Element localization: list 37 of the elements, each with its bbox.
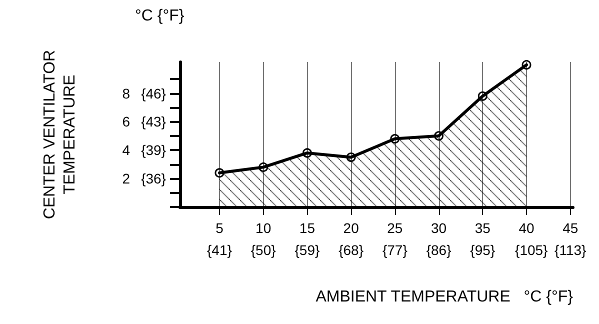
y-tick-label: 2 bbox=[122, 170, 130, 187]
x-tick-label: 5 bbox=[216, 220, 224, 236]
point bbox=[302, 148, 312, 158]
y2-tick-label: {46} bbox=[141, 85, 166, 102]
x-tick-label: 15 bbox=[299, 220, 316, 236]
x-tick-label: 25 bbox=[387, 220, 403, 236]
x-tick-label: 40 bbox=[518, 220, 535, 236]
point bbox=[346, 152, 356, 162]
y-tick-label: 6 bbox=[122, 114, 130, 130]
y2-tick-label: {36} bbox=[141, 170, 166, 187]
x2-tick-label: {105} bbox=[515, 242, 548, 258]
x2-tick-label: {95} bbox=[470, 242, 496, 258]
x2-tick-label: {68} bbox=[338, 242, 364, 258]
y-axis-title: CENTER VENTILATOR TEMPERATURE bbox=[42, 50, 78, 220]
x-tick-label: 10 bbox=[256, 220, 272, 236]
x2-tick-label: {77} bbox=[382, 242, 408, 258]
point bbox=[390, 134, 400, 144]
y-tick-label: 8 bbox=[122, 85, 130, 102]
y2-tick-label: {43} bbox=[141, 114, 166, 130]
point bbox=[214, 168, 224, 178]
x2-tick-label: {113} bbox=[554, 242, 587, 258]
x2-tick-label: {59} bbox=[294, 242, 320, 258]
text: °C {°F} bbox=[135, 8, 185, 24]
y2-tick-label: {39} bbox=[141, 142, 166, 158]
point bbox=[522, 60, 532, 70]
x2-tick-label: {86} bbox=[426, 242, 452, 258]
point bbox=[478, 91, 488, 101]
x-tick-label: 35 bbox=[474, 220, 491, 236]
x-tick-label: 30 bbox=[430, 220, 447, 236]
x2-tick-label: {50} bbox=[250, 242, 276, 258]
x-axis-title: AMBIENT TEMPERATURE °C {°F} bbox=[316, 288, 574, 306]
x2-tick-label: {41} bbox=[207, 242, 232, 258]
x-tick-label: 20 bbox=[343, 220, 360, 236]
y-tick-label: 4 bbox=[122, 142, 130, 158]
x-tick-label: 45 bbox=[562, 220, 578, 236]
point bbox=[258, 162, 268, 172]
point bbox=[434, 131, 444, 141]
